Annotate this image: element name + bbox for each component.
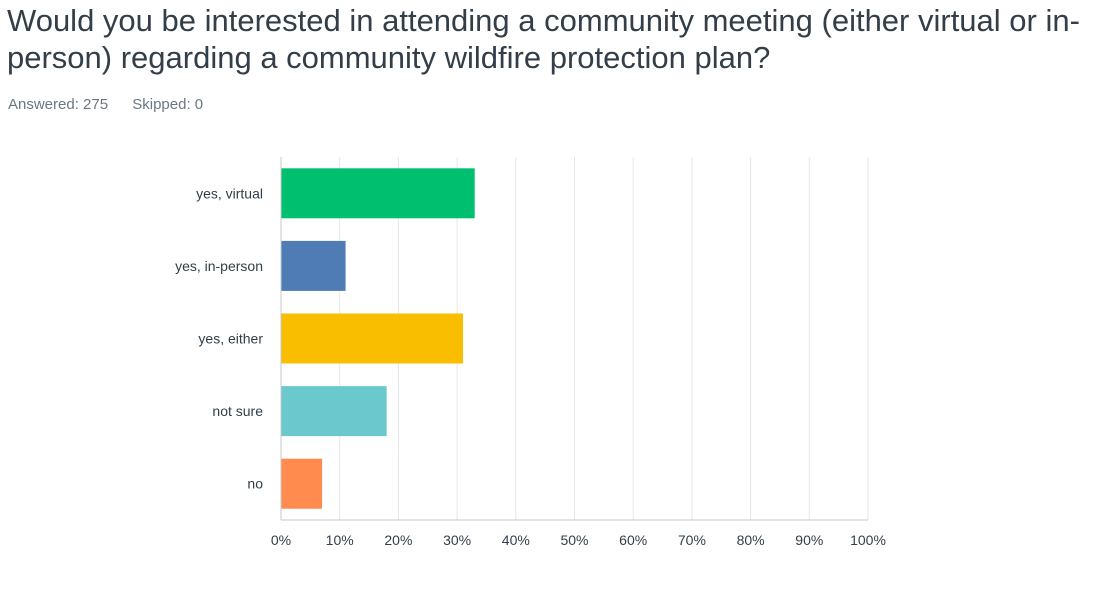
x-tick-label: 50% [560, 532, 588, 548]
bar [281, 168, 475, 219]
answered-count: 275 [83, 96, 109, 113]
bar [281, 240, 346, 291]
answered-stat: Answered: 275 [8, 96, 108, 113]
bar [281, 458, 323, 509]
x-tick-label: 60% [619, 532, 647, 548]
category-label: yes, in-person [175, 258, 263, 274]
bar [281, 386, 387, 437]
axes [280, 157, 868, 521]
skipped-label: Skipped: [132, 96, 191, 113]
answered-label: Answered: [8, 96, 79, 113]
skipped-stat: Skipped: 0 [132, 96, 203, 113]
bars [281, 168, 475, 509]
response-stats: Answered: 275 Skipped: 0 [8, 96, 223, 113]
x-tick-label: 30% [443, 532, 471, 548]
x-tick-label: 40% [502, 532, 530, 548]
x-tick-label: 70% [678, 532, 706, 548]
category-label: no [247, 476, 263, 492]
category-label: yes, virtual [196, 185, 263, 201]
category-labels: yes, virtual yes, in-person yes, either not… [175, 185, 263, 491]
x-tick-label: 0% [271, 532, 291, 548]
category-label: not sure [212, 403, 263, 419]
x-tick-label: 10% [326, 532, 354, 548]
x-tick-labels: 0% 10% 20% 30% 40% 50% 60% 70% 80% 90% 100% [271, 532, 886, 548]
question-title: Would you be interested in attending a c… [7, 3, 1080, 75]
x-tick-label: 90% [795, 532, 823, 548]
x-tick-label: 20% [384, 532, 412, 548]
category-label: yes, either [198, 331, 263, 347]
x-tick-label: 80% [737, 532, 765, 548]
skipped-count: 0 [194, 96, 204, 113]
bar [281, 313, 463, 364]
x-tick-label: 100% [850, 532, 886, 548]
